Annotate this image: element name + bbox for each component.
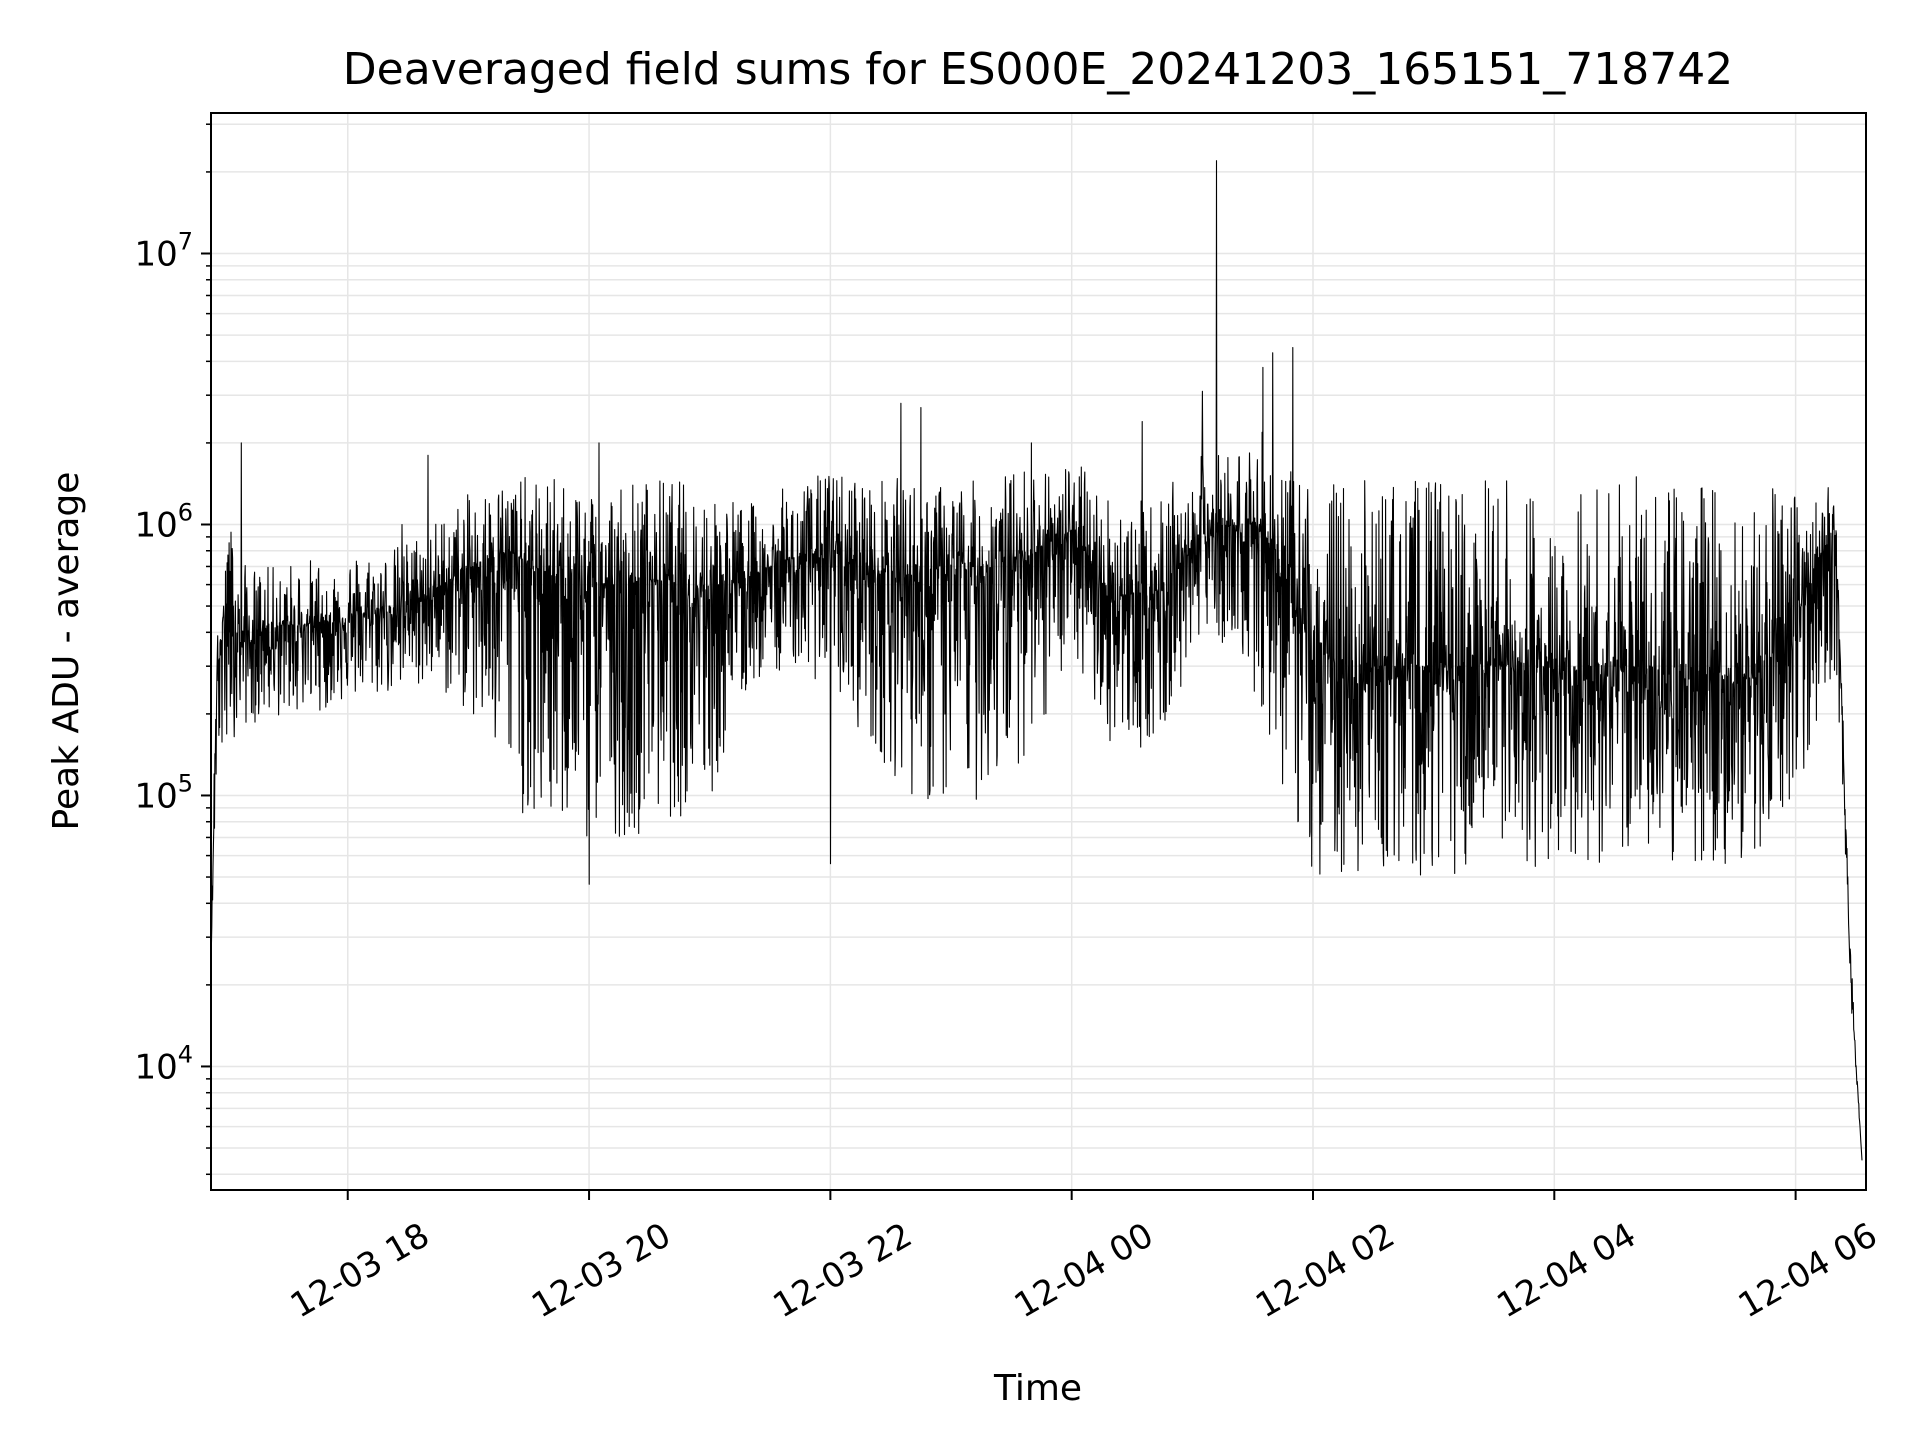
y-tick-label: 105 bbox=[134, 769, 193, 816]
data-series bbox=[210, 160, 1863, 1161]
y-tick-label-base: 10 bbox=[134, 1047, 177, 1087]
y-tick-label: 104 bbox=[134, 1040, 193, 1087]
y-tick-label-exponent: 5 bbox=[178, 769, 193, 797]
chart-title: Deaveraged field sums for ES000E_2024120… bbox=[343, 44, 1733, 95]
series-line bbox=[210, 160, 1863, 1161]
y-tick-label: 106 bbox=[134, 498, 193, 545]
x-axis-label: Time bbox=[993, 1368, 1082, 1409]
y-tick-label-exponent: 4 bbox=[178, 1040, 193, 1068]
y-tick-label-base: 10 bbox=[134, 776, 177, 816]
y-tick-label-exponent: 7 bbox=[178, 228, 193, 256]
y-tick-label-exponent: 6 bbox=[178, 498, 193, 526]
y-tick-label: 107 bbox=[134, 228, 193, 275]
y-tick-label-base: 10 bbox=[134, 505, 177, 545]
plot-frame bbox=[210, 112, 1867, 1191]
y-tick-label-base: 10 bbox=[134, 235, 177, 275]
y-axis-label: Peak ADU - average bbox=[46, 472, 87, 831]
grid-layer bbox=[211, 113, 1866, 1190]
